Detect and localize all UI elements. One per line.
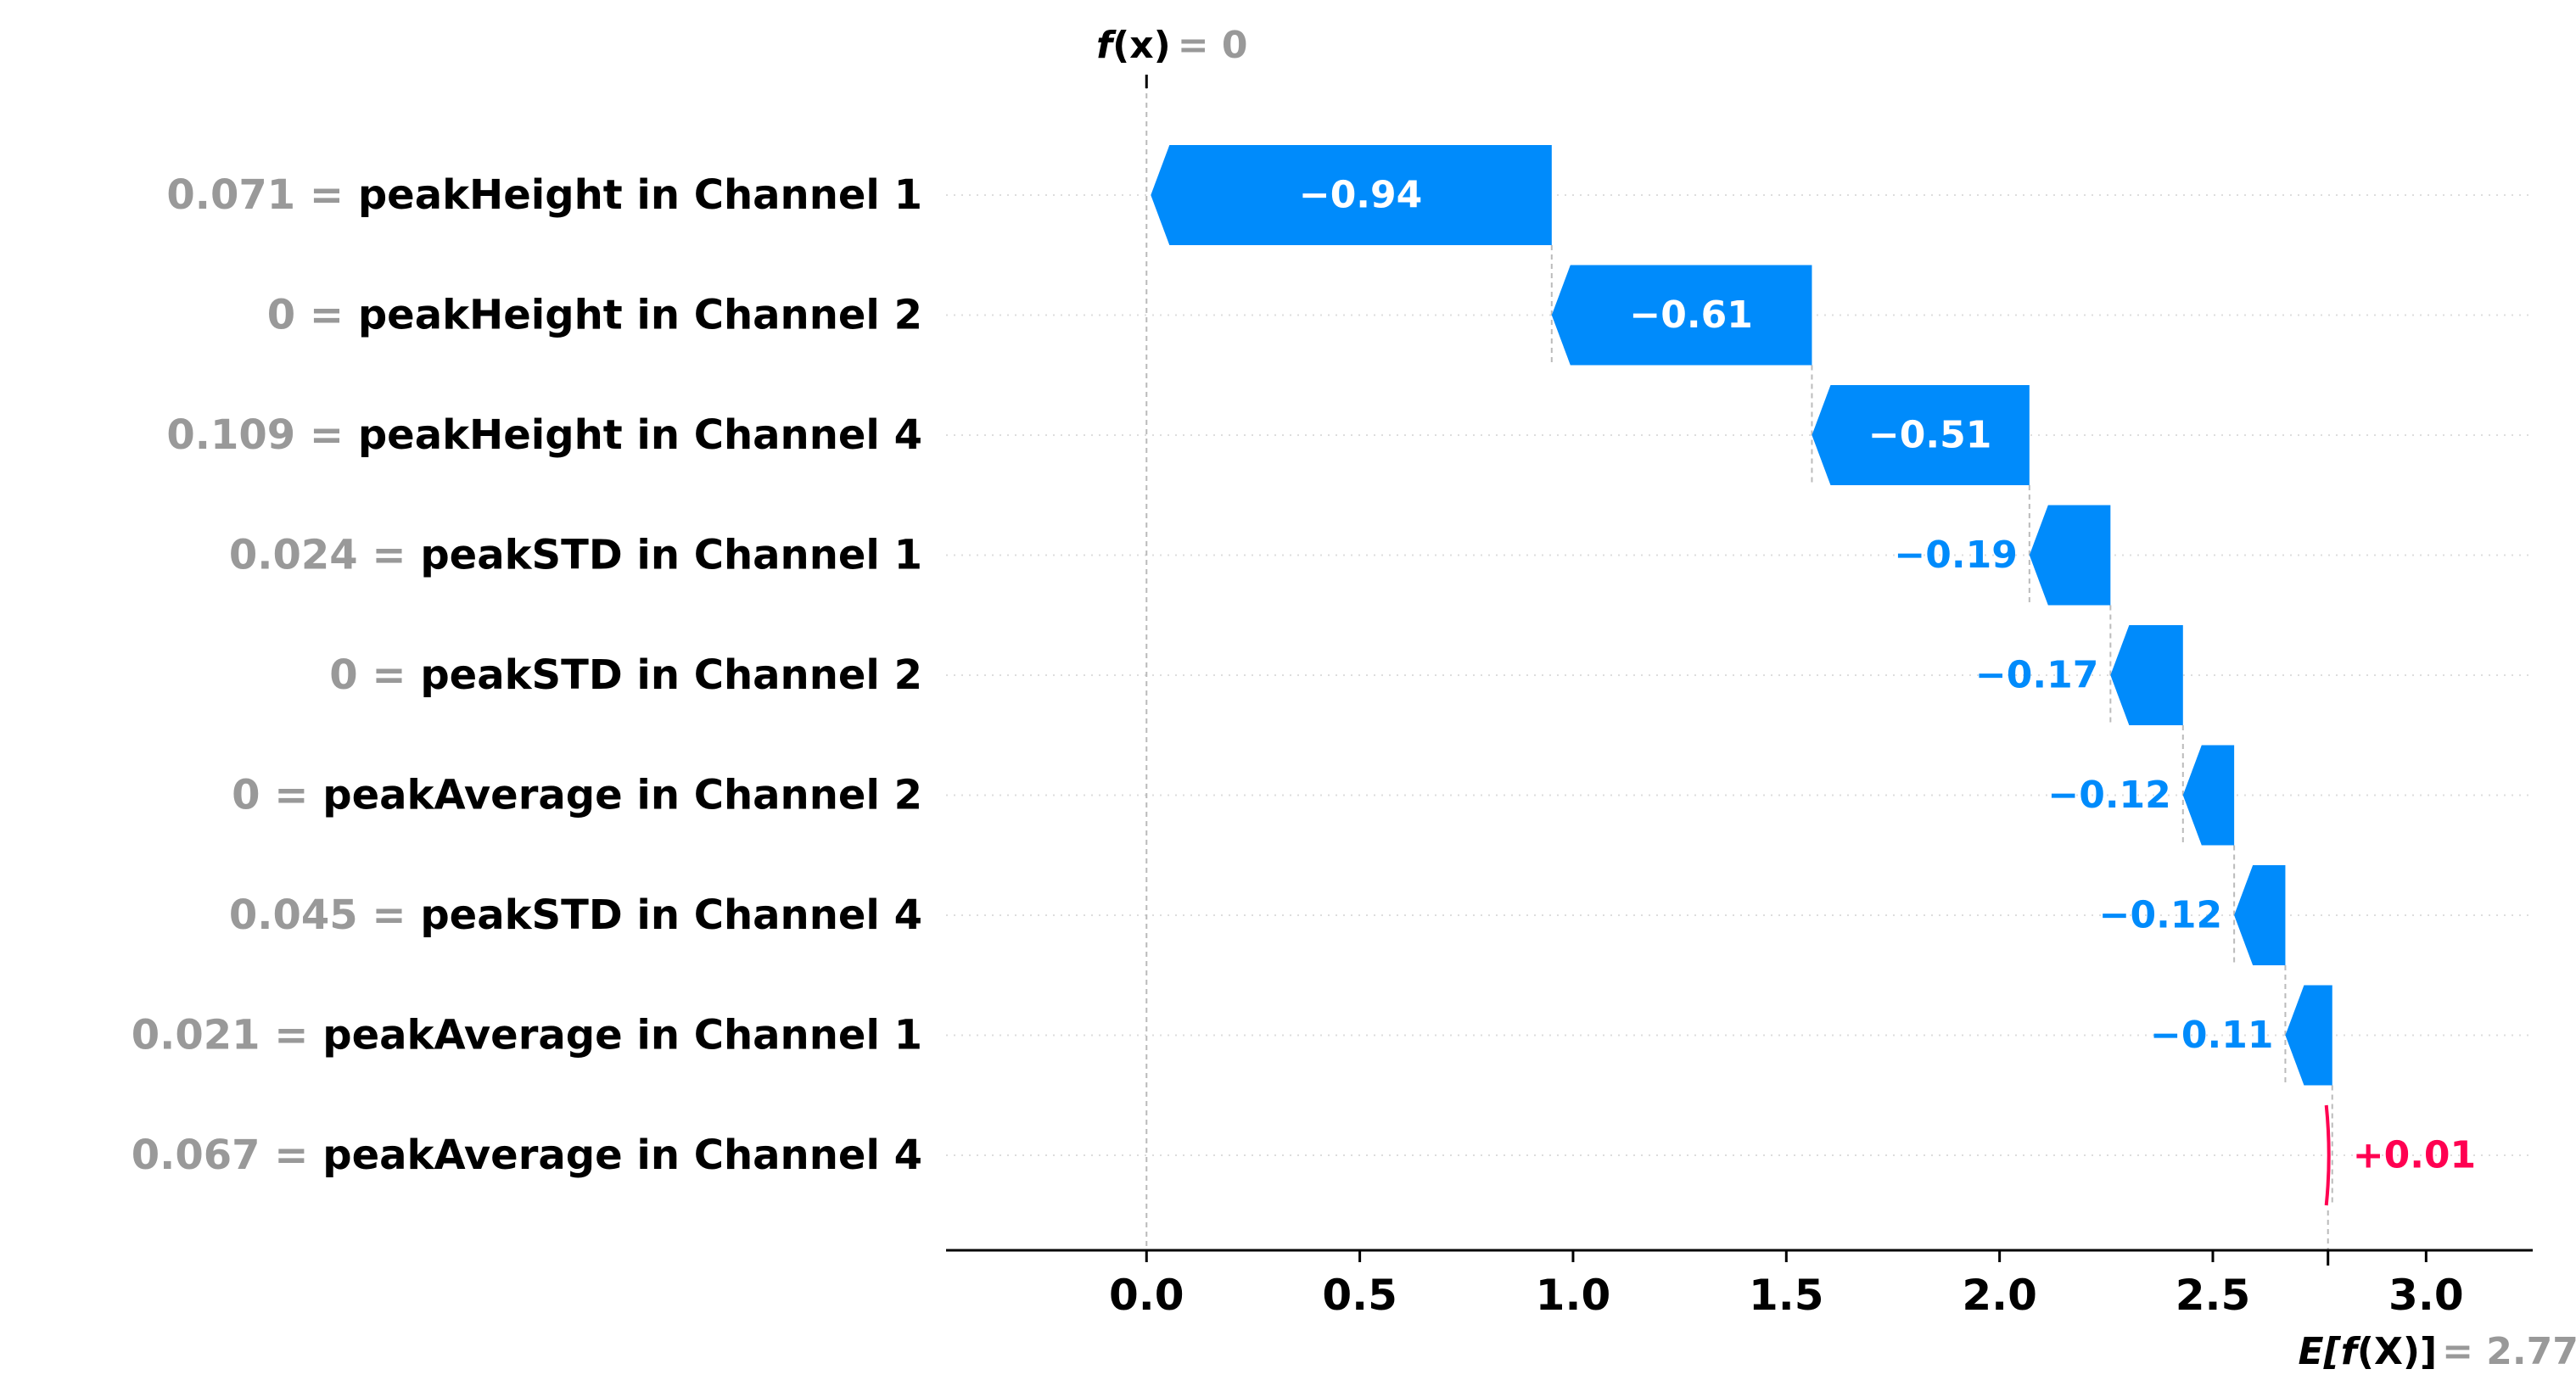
feature-label: 0.067 = peakAverage in Channel 4 — [132, 1132, 922, 1179]
feature-label: 0 = peakHeight in Channel 2 — [267, 292, 922, 339]
waterfall-bar — [2182, 745, 2235, 846]
bar-value-label: −0.19 — [1894, 534, 2017, 577]
bar-value-label: −0.61 — [1629, 293, 1752, 337]
feature-label: 0.071 = peakHeight in Channel 1 — [166, 171, 922, 219]
feature-value: 0.071 = — [166, 171, 357, 219]
feature-value: 0 = — [329, 651, 420, 699]
x-tick-label: 3.0 — [2388, 1271, 2464, 1320]
x-tick-label: 1.0 — [1536, 1271, 1611, 1320]
fx-x: (x) — [1112, 24, 1171, 67]
x-tick-label: 1.5 — [1749, 1271, 1824, 1320]
feature-name: peakHeight in Channel 1 — [358, 171, 922, 219]
waterfall-bar — [2324, 1104, 2331, 1206]
feature-label: 0 = peakAverage in Channel 2 — [232, 772, 922, 819]
feature-label: 0.024 = peakSTD in Channel 1 — [229, 532, 922, 579]
x-tick-label: 2.0 — [1962, 1271, 2037, 1320]
bar-value-label: −0.12 — [2047, 774, 2170, 817]
x-tick-label: 2.5 — [2176, 1271, 2251, 1320]
x-tick-label: 0.5 — [1322, 1271, 1397, 1320]
waterfall-bar — [1151, 145, 1552, 245]
waterfall-bar — [2029, 505, 2111, 606]
bar-value-label: +0.01 — [2353, 1134, 2476, 1177]
bar-value-label: −0.94 — [1299, 174, 1422, 217]
fx-value: = 0 — [1178, 24, 1248, 67]
waterfall-bar — [1551, 265, 1812, 366]
feature-value: 0 = — [232, 772, 322, 819]
bar-value-label: −0.17 — [1975, 654, 2098, 697]
feature-name: peakAverage in Channel 2 — [322, 772, 922, 819]
bar-layer — [1151, 145, 2332, 1206]
bar-value-label: −0.51 — [1868, 414, 1991, 457]
feature-value: 0.045 = — [229, 891, 420, 939]
bar-value-label: −0.12 — [2099, 894, 2222, 937]
expected-value-label: E[f(X)] = 2.77 — [2299, 1330, 2576, 1373]
x-tick-label: 0.0 — [1109, 1271, 1184, 1320]
waterfall-bar — [2110, 625, 2183, 725]
feature-name: peakSTD in Channel 1 — [420, 532, 922, 579]
feature-label: 0.045 = peakSTD in Channel 4 — [229, 891, 922, 939]
efx-e: E[ — [2299, 1330, 2342, 1373]
connector-layer — [1145, 75, 2333, 1266]
feature-label: 0.021 = peakAverage in Channel 1 — [132, 1012, 922, 1059]
feature-name: peakSTD in Channel 2 — [420, 651, 922, 699]
feature-value: 0.024 = — [229, 532, 420, 579]
feature-value: 0.109 = — [166, 411, 357, 459]
waterfall-bar — [1812, 385, 2030, 485]
feature-label: 0.109 = peakHeight in Channel 4 — [166, 411, 922, 459]
feature-name: peakHeight in Channel 4 — [358, 411, 922, 459]
feature-name: peakHeight in Channel 2 — [358, 292, 922, 339]
feature-name: peakSTD in Channel 4 — [420, 891, 922, 939]
label-layer: −0.94 0.071 = peakHeight in Channel 1 −0.6… — [132, 171, 2476, 1179]
feature-value: 0 = — [267, 292, 358, 339]
bar-value-label: −0.11 — [2150, 1014, 2273, 1057]
x-axis: 0.0 0.5 1.0 1.5 2.0 2.5 3.0 — [946, 1249, 2533, 1320]
fx-label: f(x) = 0 — [1096, 24, 1248, 67]
feature-label: 0 = peakSTD in Channel 2 — [329, 651, 922, 699]
waterfall-bar — [2285, 985, 2332, 1086]
feature-value: 0.067 = — [132, 1132, 322, 1179]
waterfall-bar — [2234, 865, 2286, 965]
feature-name: peakAverage in Channel 4 — [322, 1132, 922, 1179]
efx-value: = 2.77 — [2442, 1330, 2576, 1373]
feature-value: 0.021 = — [132, 1012, 322, 1059]
feature-name: peakAverage in Channel 1 — [322, 1012, 922, 1059]
efx-x: (X)] — [2357, 1330, 2437, 1373]
